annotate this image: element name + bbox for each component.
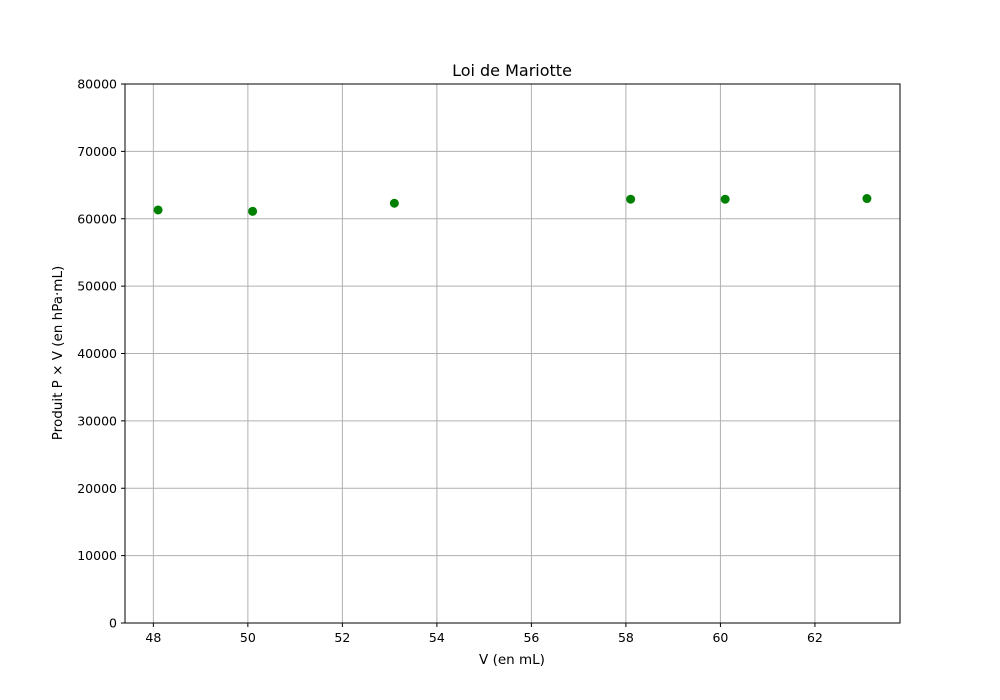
y-tick-label: 70000 — [77, 144, 117, 159]
y-tick-label: 0 — [109, 616, 117, 631]
y-axis-label-text: Produit P × V (en hPa·mL) — [50, 266, 66, 440]
data-point — [720, 194, 730, 204]
x-tick-label: 54 — [429, 630, 445, 645]
data-point — [862, 194, 872, 204]
data-point — [389, 198, 399, 208]
chart-title: Loi de Mariotte — [452, 61, 572, 80]
x-tick-label: 62 — [807, 630, 823, 645]
x-tick-label: 52 — [334, 630, 350, 645]
y-tick-label: 80000 — [77, 77, 117, 92]
y-tick-label: 40000 — [77, 346, 117, 361]
y-tick-label: 60000 — [77, 211, 117, 226]
x-tick-label: 48 — [145, 630, 161, 645]
x-tick-label: 60 — [712, 630, 728, 645]
data-point — [248, 206, 258, 216]
x-tick-label: 56 — [523, 630, 539, 645]
x-tick-label: 50 — [240, 630, 256, 645]
y-tick-label: 30000 — [77, 413, 117, 428]
y-axis-label: Produit P × V (en hPa·mL) — [50, 266, 66, 440]
x-axis-ticks: 48 50 52 54 56 58 60 62 — [145, 623, 823, 645]
x-axis-label: V (en mL) — [479, 652, 545, 668]
y-tick-label: 20000 — [77, 481, 117, 496]
y-axis-ticks: 0 10000 20000 30000 40000 50000 60000 70000 8000… — [77, 77, 125, 631]
data-point — [626, 194, 636, 204]
data-point — [153, 205, 163, 215]
y-tick-label: 10000 — [77, 548, 117, 563]
y-tick-label: 50000 — [77, 279, 117, 294]
x-tick-label: 58 — [618, 630, 634, 645]
data-points — [153, 194, 872, 216]
